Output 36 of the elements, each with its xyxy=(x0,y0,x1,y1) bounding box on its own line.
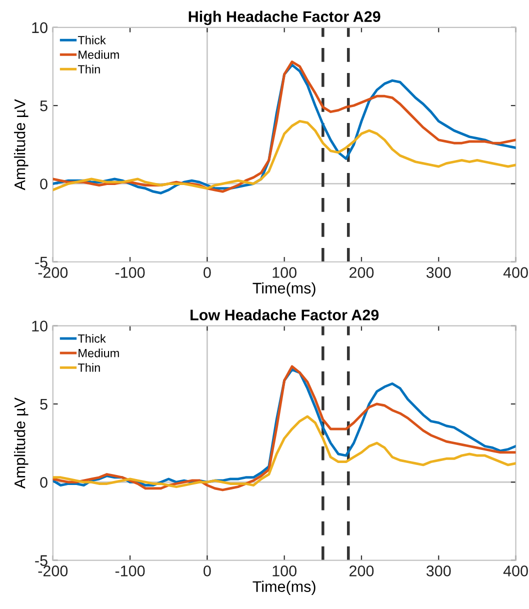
y-tick-label: 0 xyxy=(40,178,48,190)
chart-title: High Headache Factor A29 xyxy=(188,10,380,26)
x-tick-label: 100 xyxy=(272,267,296,278)
x-tick-label: 100 xyxy=(272,566,296,576)
y-axis-title: Amplitude µV xyxy=(14,99,28,190)
line-series xyxy=(52,120,516,192)
legend-label: Medium xyxy=(78,348,119,358)
legend-label: Thin xyxy=(78,363,100,372)
y-tick-label: 5 xyxy=(40,100,48,112)
y-tick-label: 5 xyxy=(40,398,48,410)
y-axis-title: Amplitude µV xyxy=(14,398,28,489)
x-tick-label: -200 xyxy=(38,267,68,278)
chart-title: Low Headache Factor A29 xyxy=(190,309,379,320)
legend-label: Thin xyxy=(78,64,100,74)
x-tick-label: 300 xyxy=(426,267,451,278)
y-tick-label: 0 xyxy=(40,476,48,488)
x-tick-label: 0 xyxy=(204,566,211,576)
y-tick-label: -5 xyxy=(35,555,48,566)
y-tick-label: 10 xyxy=(32,320,48,332)
x-axis-title: Time(ms) xyxy=(252,580,316,596)
x-tick-label: -100 xyxy=(115,566,145,576)
x-axis-title: Time(ms) xyxy=(252,282,316,297)
y-tick-label: -5 xyxy=(35,256,48,268)
legend-label: Medium xyxy=(78,50,119,59)
x-tick-label: 0 xyxy=(204,267,211,278)
x-tick-label: 200 xyxy=(350,267,374,278)
legend-label: Thick xyxy=(78,36,106,44)
x-tick-label: -100 xyxy=(115,267,145,278)
line-series xyxy=(52,415,516,488)
x-tick-label: 200 xyxy=(350,566,374,576)
x-tick-label: -200 xyxy=(38,566,68,576)
x-tick-label: 300 xyxy=(426,566,451,576)
legend-label: Thick xyxy=(78,334,106,343)
x-tick-label: 400 xyxy=(503,267,528,278)
y-tick-label: 10 xyxy=(32,22,48,34)
x-tick-label: 400 xyxy=(503,566,528,576)
